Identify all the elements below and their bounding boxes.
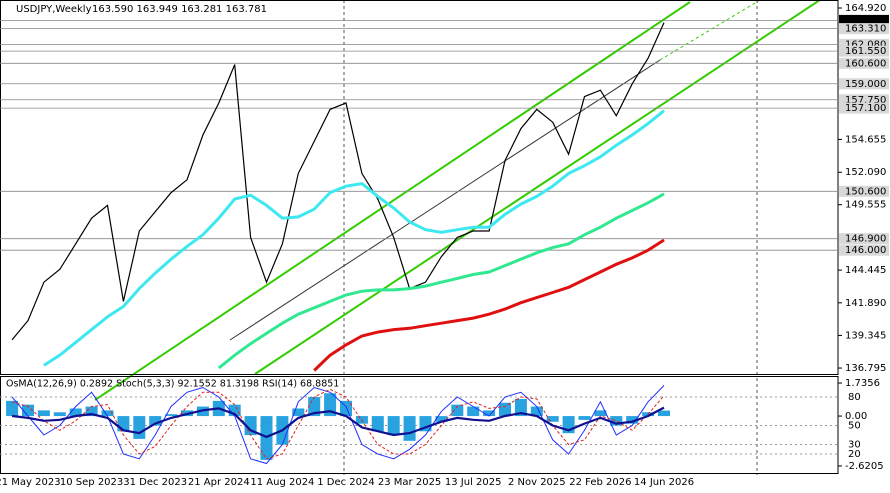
x-tick-label: 22 Feb 2026 (569, 477, 631, 488)
y2-tick-label: 20 (848, 449, 861, 460)
indicator-line (11, 388, 665, 460)
y-tick-label: 1.7356 (845, 378, 880, 389)
y-tick-label: 144.445 (845, 265, 886, 276)
level-label: 146.900 (845, 234, 886, 245)
osma-bar (483, 410, 496, 417)
osma-bar (133, 416, 146, 439)
y-tick-label: -2.6205 (845, 461, 884, 472)
trend-line (229, 59, 661, 341)
osma-bar (499, 402, 511, 417)
x-tick-label: 13 Jul 2025 (445, 477, 502, 488)
trend-line (659, 0, 761, 61)
level-box (839, 78, 889, 90)
y-tick-label: 149.555 (845, 200, 886, 211)
level-label: 157.100 (845, 103, 886, 114)
osma-bar (594, 410, 607, 417)
osma-bar (69, 408, 82, 417)
x-tick-label: 1 Dec 2024 (317, 477, 375, 488)
series-line (11, 22, 665, 341)
level-label: 159.000 (845, 79, 886, 90)
level-label: 157.750 (845, 95, 886, 106)
osma-bar (514, 398, 527, 417)
x-tick-label: 21 Apr 2024 (188, 477, 250, 488)
y-tick-label: 0.00 (845, 411, 867, 422)
level-label: 162.080 (845, 39, 886, 50)
x-tick-label: 11 Aug 2024 (250, 477, 314, 488)
level-label: 163.950 (845, 15, 886, 26)
plot-frame (0, 0, 839, 375)
level-label: 163.310 (845, 24, 886, 35)
x-tick-label: 21 May 2023 (0, 477, 61, 488)
y2-tick-label: 80 (848, 392, 861, 403)
indicator-line (11, 385, 665, 465)
osma-bar (22, 404, 34, 417)
indicator-line (11, 406, 665, 439)
osma-bar (658, 410, 670, 417)
x-tick-label: 31 Dec 2023 (123, 477, 187, 488)
channel-line (94, 1, 691, 401)
y-tick-label: 154.655 (845, 134, 886, 145)
x-tick-label: 2 Nov 2025 (508, 477, 566, 488)
level-label: 160.600 (845, 58, 886, 69)
series-line (43, 109, 665, 367)
osma-bar (6, 400, 19, 417)
osma-bar (435, 416, 448, 422)
osma-bar (149, 416, 162, 426)
series-line (313, 238, 665, 372)
level-box (839, 45, 889, 57)
osma-bar (387, 416, 400, 436)
y2-tick-label: 30 (848, 440, 861, 451)
osma-bar (546, 416, 559, 422)
osma-bar (37, 410, 50, 417)
channel-line (254, 0, 822, 375)
osma-bar (117, 416, 130, 432)
level-label: 150.600 (845, 186, 886, 197)
osma-bar (228, 404, 241, 417)
series-line (217, 192, 665, 370)
osma-bar (467, 406, 480, 417)
osma-bar (340, 400, 352, 417)
indicator-title: OsMA(12,26,9) 0.2892 Stoch(5,3,3) 92.155… (6, 379, 339, 390)
osma-bar (371, 416, 384, 432)
osma-bar (101, 410, 114, 417)
chart-title: USDJPY,Weekly (16, 4, 92, 15)
level-label: 146.000 (845, 245, 886, 256)
y2-tick-label: 50 (848, 421, 861, 432)
x-tick-label: 10 Sep 2023 (60, 477, 123, 488)
osma-bar (165, 414, 178, 417)
level-box (839, 23, 889, 35)
osma-bar (53, 412, 66, 417)
y-tick-label: 139.345 (845, 330, 886, 341)
level-box (839, 102, 889, 114)
level-label: 161.550 (845, 46, 886, 57)
x-tick-label: 14 Jun 2026 (634, 477, 694, 488)
level-box (839, 185, 889, 197)
osma-bar (292, 408, 305, 417)
level-box (839, 244, 889, 256)
y-tick-label: 164.920 (845, 3, 886, 14)
level-box (839, 38, 889, 50)
osma-bar (324, 393, 337, 417)
ohlc: 163.590 163.949 163.281 163.781 (92, 4, 267, 15)
osma-bar (451, 404, 464, 417)
y-tick-label: 136.795 (845, 363, 886, 374)
osma-bar (626, 416, 639, 424)
y-tick-label: 141.890 (845, 298, 886, 309)
y-tick-label: 152.090 (845, 167, 886, 178)
level-box (839, 94, 889, 106)
level-box (839, 233, 889, 245)
osma-bar (355, 416, 368, 424)
level-box (839, 14, 889, 26)
osma-bar (610, 416, 623, 426)
osma-bar (530, 406, 543, 417)
osma-bar (85, 406, 98, 417)
x-tick-label: 23 Mar 2025 (378, 477, 441, 488)
osma-bar (578, 416, 591, 420)
level-box (839, 57, 889, 69)
osma-bar (403, 416, 416, 441)
